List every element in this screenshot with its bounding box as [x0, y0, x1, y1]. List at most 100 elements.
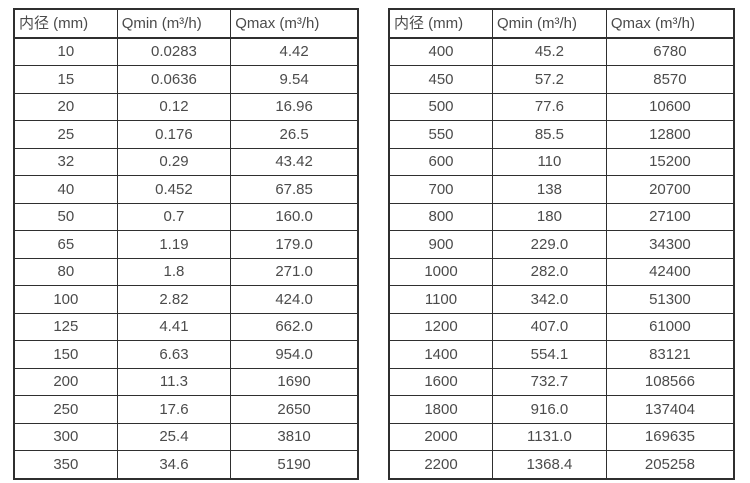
qmax-cell: 83121 [605, 340, 735, 369]
qmax-cell: 2650 [230, 395, 359, 424]
diameter-cell: 200 [13, 367, 118, 396]
qmax-cell: 5190 [230, 450, 359, 479]
table-row: 2200 1368.4 205258 [388, 450, 735, 479]
qmin-cell: 229.0 [492, 230, 607, 259]
table-row: 1200 407.0 61000 [388, 312, 735, 341]
diameter-cell: 350 [13, 450, 118, 479]
table-body: 10 0.0283 4.42 15 0.0636 9.54 20 0.12 16.96 25 0.1… [13, 37, 359, 479]
qmin-cell: 11.3 [116, 367, 232, 396]
table-row: 20 0.12 16.96 [13, 92, 359, 121]
diameter-cell: 250 [13, 395, 118, 424]
header-qmin: Qmin (m³/h) [492, 8, 607, 39]
diameter-cell: 80 [13, 257, 118, 286]
table-row: 25 0.176 26.5 [13, 120, 359, 149]
table-row: 600 110 15200 [388, 147, 735, 176]
qmax-cell: 9.54 [230, 65, 359, 94]
table-row: 40 0.452 67.85 [13, 175, 359, 204]
diameter-cell: 500 [388, 92, 493, 121]
diameter-cell: 40 [13, 175, 118, 204]
qmax-cell: 43.42 [230, 147, 359, 176]
diameter-cell: 20 [13, 92, 118, 121]
table-row: 1600 732.7 108566 [388, 367, 735, 396]
diameter-cell: 1100 [388, 285, 493, 314]
qmin-cell: 1.8 [116, 257, 232, 286]
diameter-cell: 550 [388, 120, 493, 149]
qmin-cell: 0.7 [116, 202, 232, 231]
qmin-cell: 34.6 [116, 450, 232, 479]
qmax-cell: 27100 [605, 202, 735, 231]
diameter-cell: 300 [13, 422, 118, 451]
qmin-cell: 0.29 [116, 147, 232, 176]
header-inner-diameter: 内径 (mm) [388, 8, 493, 39]
qmin-cell: 732.7 [492, 367, 607, 396]
diameter-cell: 700 [388, 175, 493, 204]
qmax-cell: 15200 [605, 147, 735, 176]
qmin-cell: 282.0 [492, 257, 607, 286]
qmax-cell: 61000 [605, 312, 735, 341]
qmin-cell: 17.6 [116, 395, 232, 424]
qmax-cell: 16.96 [230, 92, 359, 121]
diameter-cell: 15 [13, 65, 118, 94]
table-row: 1400 554.1 83121 [388, 340, 735, 369]
qmax-cell: 3810 [230, 422, 359, 451]
qmax-cell: 160.0 [230, 202, 359, 231]
qmax-cell: 954.0 [230, 340, 359, 369]
qmax-cell: 51300 [605, 285, 735, 314]
qmin-cell: 25.4 [116, 422, 232, 451]
table-body: 400 45.2 6780 450 57.2 8570 500 77.6 10600 550 85.… [388, 37, 735, 479]
qmax-cell: 108566 [605, 367, 735, 396]
qmin-cell: 0.176 [116, 120, 232, 149]
header-qmin: Qmin (m³/h) [116, 8, 232, 39]
table-row: 700 138 20700 [388, 175, 735, 204]
table-row: 65 1.19 179.0 [13, 230, 359, 259]
table-row: 1000 282.0 42400 [388, 257, 735, 286]
qmin-cell: 0.12 [116, 92, 232, 121]
diameter-cell: 1200 [388, 312, 493, 341]
qmin-cell: 1368.4 [492, 450, 607, 479]
table-row: 80 1.8 271.0 [13, 257, 359, 286]
table-row: 50 0.7 160.0 [13, 202, 359, 231]
diameter-cell: 450 [388, 65, 493, 94]
qmax-cell: 179.0 [230, 230, 359, 259]
diameter-cell: 10 [13, 37, 118, 66]
qmax-cell: 662.0 [230, 312, 359, 341]
table-row: 150 6.63 954.0 [13, 340, 359, 369]
header-qmax: Qmax (m³/h) [605, 8, 735, 39]
diameter-cell: 32 [13, 147, 118, 176]
qmax-cell: 42400 [605, 257, 735, 286]
qmax-cell: 26.5 [230, 120, 359, 149]
qmax-cell: 271.0 [230, 257, 359, 286]
qmax-cell: 12800 [605, 120, 735, 149]
table-header-row: 内径 (mm) Qmin (m³/h) Qmax (m³/h) [388, 8, 735, 39]
diameter-cell: 1800 [388, 395, 493, 424]
diameter-cell: 150 [13, 340, 118, 369]
table-row: 300 25.4 3810 [13, 422, 359, 451]
qmax-cell: 205258 [605, 450, 735, 479]
qmin-cell: 6.63 [116, 340, 232, 369]
qmax-cell: 34300 [605, 230, 735, 259]
table-row: 32 0.29 43.42 [13, 147, 359, 176]
qmin-cell: 916.0 [492, 395, 607, 424]
diameter-cell: 100 [13, 285, 118, 314]
diameter-cell: 50 [13, 202, 118, 231]
header-qmax: Qmax (m³/h) [230, 8, 359, 39]
table-header-row: 内径 (mm) Qmin (m³/h) Qmax (m³/h) [13, 8, 359, 39]
diameter-cell: 1600 [388, 367, 493, 396]
qmin-cell: 342.0 [492, 285, 607, 314]
qmax-cell: 20700 [605, 175, 735, 204]
diameter-cell: 600 [388, 147, 493, 176]
table-row: 900 229.0 34300 [388, 230, 735, 259]
qmin-cell: 45.2 [492, 37, 607, 66]
table-row: 1100 342.0 51300 [388, 285, 735, 314]
diameter-cell: 25 [13, 120, 118, 149]
table-row: 100 2.82 424.0 [13, 285, 359, 314]
qmax-cell: 8570 [605, 65, 735, 94]
qmin-cell: 57.2 [492, 65, 607, 94]
flow-table-small-diameters: 内径 (mm) Qmin (m³/h) Qmax (m³/h) 10 0.0283… [13, 8, 359, 480]
qmin-cell: 554.1 [492, 340, 607, 369]
qmax-cell: 424.0 [230, 285, 359, 314]
qmax-cell: 1690 [230, 367, 359, 396]
table-row: 450 57.2 8570 [388, 65, 735, 94]
qmin-cell: 1131.0 [492, 422, 607, 451]
